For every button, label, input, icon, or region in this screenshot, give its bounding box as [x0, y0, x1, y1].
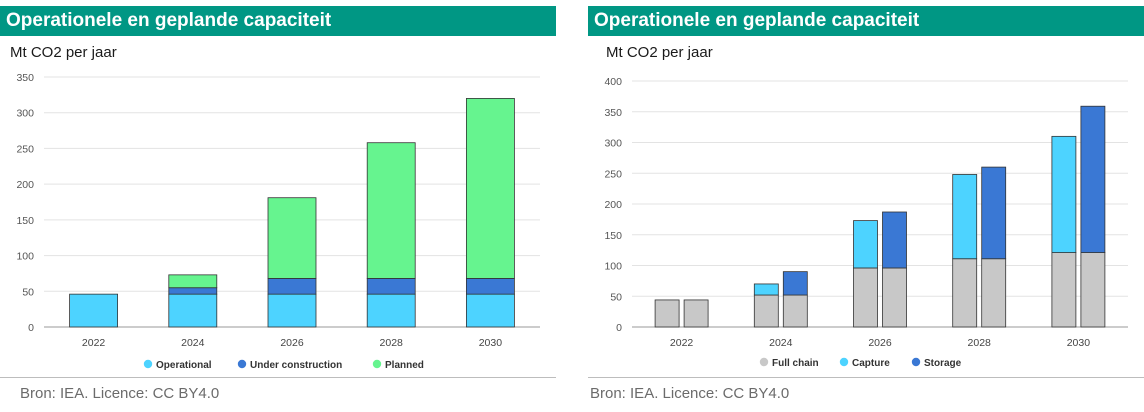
- legend-marker: [237, 359, 247, 369]
- unit-label: Mt CO2 per jaar: [606, 44, 713, 61]
- y-tick-label: 300: [16, 108, 34, 120]
- y-tick-label: 350: [604, 107, 622, 119]
- bar-segment: [654, 299, 680, 328]
- bar-segment: [952, 258, 978, 328]
- bar-segment: [366, 142, 416, 279]
- y-tick-label: 0: [616, 322, 622, 334]
- y-tick-label: 50: [610, 291, 622, 303]
- legend-label: Planned: [385, 360, 424, 371]
- bar-segment: [465, 98, 515, 279]
- legend-marker: [372, 359, 382, 369]
- bar-segment: [1080, 105, 1106, 253]
- legend-label: Full chain: [772, 358, 819, 369]
- bar-segment: [1051, 135, 1077, 253]
- y-tick-label: 200: [604, 199, 622, 211]
- y-tick-label: 300: [604, 138, 622, 150]
- y-tick-label: 250: [16, 143, 34, 155]
- x-tick-label: 2028: [380, 337, 404, 349]
- bar-segment: [1051, 252, 1077, 328]
- bar-segment: [782, 294, 808, 328]
- bar-segment: [168, 293, 218, 328]
- y-tick-label: 150: [16, 215, 34, 227]
- chart-panel-left: Operationele en geplande capaciteit Mt C…: [0, 0, 556, 412]
- source-note: Bron: IEA. Licence: CC BY4.0: [590, 385, 790, 402]
- bar-segment: [267, 293, 317, 328]
- legend-marker: [839, 357, 849, 367]
- y-tick-label: 350: [16, 72, 34, 84]
- bar-segment: [853, 220, 878, 269]
- bar-segment: [69, 293, 118, 328]
- y-tick-label: 100: [16, 251, 34, 263]
- y-tick-label: 100: [604, 261, 622, 273]
- bar-segment: [465, 293, 515, 328]
- unit-label: Mt CO2 per jaar: [10, 44, 117, 61]
- bar-segment: [952, 174, 978, 260]
- panel-title: Operationele en geplande capaciteit: [0, 6, 556, 36]
- x-tick-label: 2022: [670, 337, 694, 349]
- grouped-stacked-bar-chart: 0 50 100 150 200 250 300 350 400 2022 2024 2026 2028…: [604, 76, 1128, 369]
- stacked-bar-chart: 0 50 100 150 200 250 300 350 2022 2024 2026 2028 203…: [16, 72, 540, 371]
- panel-title: Operationele en geplande capaciteit: [588, 6, 1144, 36]
- y-tick-label: 200: [16, 179, 34, 191]
- x-tick-label: 2028: [968, 337, 992, 349]
- x-tick-label: 2030: [479, 337, 503, 349]
- bar-segment: [683, 299, 709, 328]
- x-tick-label: 2026: [868, 337, 892, 349]
- bar-segment: [981, 166, 1007, 260]
- legend-label: Under construction: [250, 360, 342, 371]
- legend-label: Operational: [156, 360, 212, 371]
- legend-marker: [911, 357, 921, 367]
- divider: [588, 377, 1144, 378]
- chart-panel-right: Operationele en geplande capaciteit Mt C…: [588, 0, 1144, 412]
- x-tick-label: 2024: [181, 337, 205, 349]
- bar-segment: [882, 267, 907, 328]
- legend-label: Capture: [852, 358, 890, 369]
- bar-segment: [267, 197, 317, 279]
- bar-segment: [853, 267, 878, 328]
- x-tick-label: 2026: [280, 337, 304, 349]
- bar-segment: [1080, 252, 1106, 328]
- source-note: Bron: IEA. Licence: CC BY4.0: [20, 385, 220, 402]
- divider: [0, 377, 556, 378]
- x-tick-label: 2022: [82, 337, 106, 349]
- bar-segment: [981, 258, 1007, 328]
- bar-segment: [267, 278, 317, 295]
- y-tick-label: 0: [28, 322, 34, 334]
- y-tick-label: 150: [604, 230, 622, 242]
- y-tick-label: 50: [22, 286, 34, 298]
- x-tick-label: 2030: [1067, 337, 1091, 349]
- bar-segment: [882, 211, 907, 269]
- bar-segment: [168, 287, 218, 295]
- y-tick-label: 400: [604, 76, 622, 88]
- bar-segment: [366, 293, 416, 328]
- x-tick-label: 2024: [769, 337, 793, 349]
- legend-marker: [759, 357, 769, 367]
- bar-segment: [168, 274, 218, 289]
- legend-marker: [143, 359, 153, 369]
- bar-segment: [782, 271, 808, 296]
- bar-segment: [753, 294, 779, 328]
- legend-label: Storage: [924, 358, 962, 369]
- bar-segment: [753, 283, 779, 296]
- bar-segment: [465, 278, 515, 295]
- y-tick-label: 250: [604, 168, 622, 180]
- bar-segment: [366, 278, 416, 295]
